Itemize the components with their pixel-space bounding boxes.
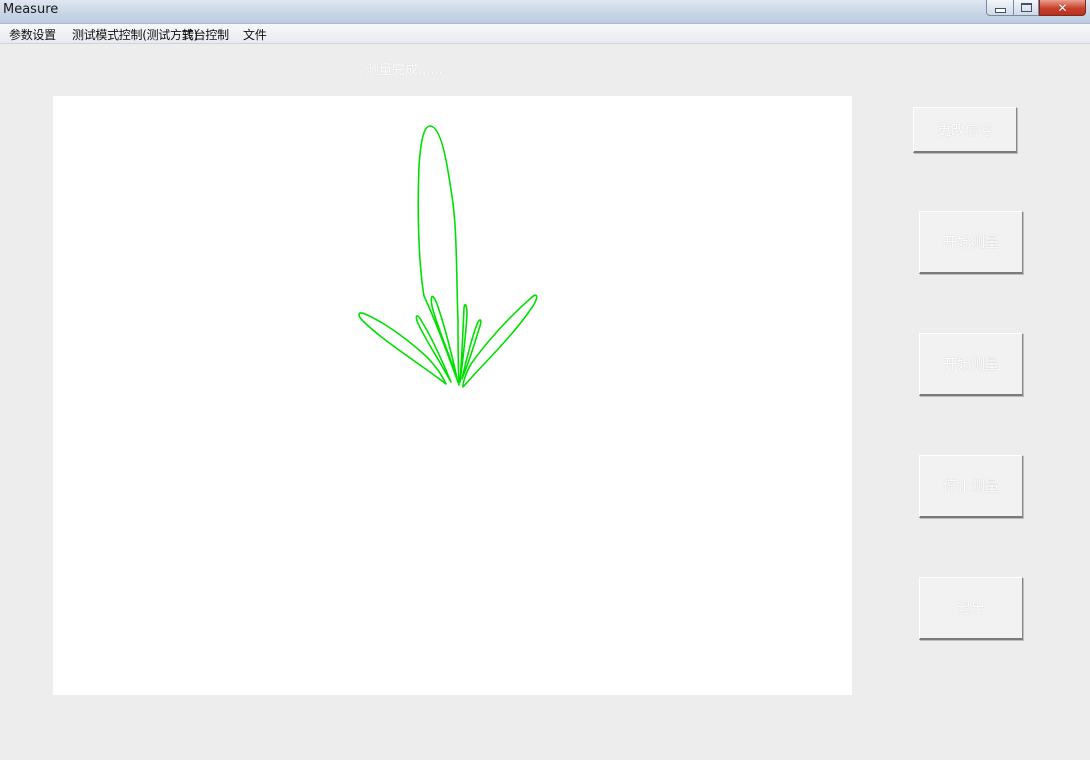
pattern-plot-area — [53, 96, 852, 695]
maximize-button[interactable] — [1013, 0, 1039, 16]
close-icon: ✕ — [1057, 0, 1068, 15]
close-button[interactable]: ✕ — [1039, 0, 1086, 16]
menu-test-mode-control[interactable]: 测试模式控制(测试方式) — [72, 28, 198, 42]
menu-bar: 参数设置 测试模式控制(测试方式) 转台控制 文件 — [0, 24, 1090, 44]
stop-measure-button[interactable]: 停止测量 — [919, 455, 1023, 518]
pattern-plot — [358, 125, 538, 388]
menu-file[interactable]: 文件 — [243, 28, 267, 42]
exit-button[interactable]: 退出 — [919, 577, 1023, 640]
menu-turntable-control[interactable]: 转台控制 — [182, 28, 229, 42]
minimize-button[interactable] — [986, 0, 1013, 16]
title-bar[interactable]: Measure ✕ — [0, 0, 1090, 24]
maximize-icon — [1020, 3, 1032, 12]
start-measure-button-2[interactable]: 开始测量 — [919, 333, 1023, 396]
start-measure-button-1[interactable]: 开始测量 — [919, 211, 1023, 274]
left-shoulder-lobe — [430, 295, 458, 379]
change-signal-button[interactable]: 更改信号 — [913, 107, 1017, 153]
window-title: Measure — [3, 2, 59, 17]
main-lobe — [417, 125, 460, 386]
right-side-lobe — [462, 294, 538, 388]
inner-left-lobe — [415, 315, 452, 383]
menu-parameter-settings[interactable]: 参数设置 — [9, 28, 56, 42]
minimize-icon — [994, 7, 1006, 13]
status-label: 测量完成...... — [366, 63, 443, 78]
left-side-lobe — [358, 312, 447, 385]
inner-right-lobe — [461, 319, 482, 380]
right-shoulder-lobe — [459, 303, 468, 383]
